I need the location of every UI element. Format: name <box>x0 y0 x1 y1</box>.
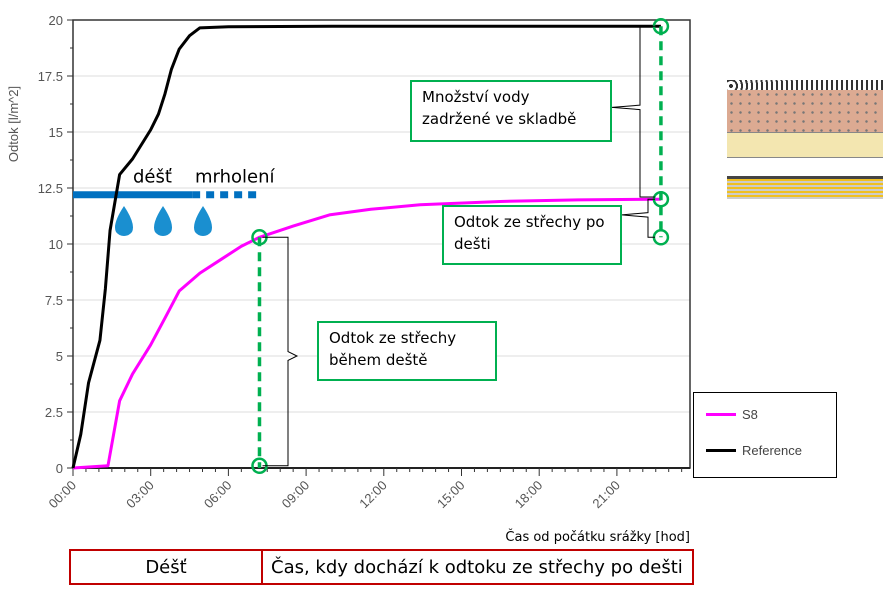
y-axis-label: Odtok [l/m^2] <box>6 86 21 162</box>
brace-retained <box>611 25 655 198</box>
x-tick-label: 00:00 <box>46 478 80 512</box>
x-tick-label: 03:00 <box>123 478 157 512</box>
raindrop-icon <box>115 206 133 236</box>
x-axis-label: Čas od počátku srážky [hod] <box>505 529 690 545</box>
series-line-s8 <box>72 197 661 470</box>
rain-period-label: Déšť <box>71 551 263 583</box>
drizzle-label: mrholení <box>195 167 276 188</box>
legend: S8 Reference <box>693 392 837 478</box>
roof-layers-illustration <box>727 80 883 199</box>
annotation-during-rain: Odtok ze střechy během deště <box>317 321 497 381</box>
x-tick-label: 09:00 <box>279 478 313 512</box>
legend-label: Reference <box>742 443 802 458</box>
x-tick-label: 21:00 <box>589 478 623 512</box>
y-tick-label: 20 <box>49 13 63 28</box>
brace-after-rain <box>621 198 655 238</box>
y-tick-label: 17.5 <box>38 69 63 84</box>
legend-label: S8 <box>742 407 758 422</box>
timeline-legend-bar: Déšť Čas, kdy dochází k odtoku ze střech… <box>69 549 694 585</box>
y-tick-label: 0 <box>56 461 63 476</box>
x-tick-label: 06:00 <box>201 478 235 512</box>
rain-label: déšť <box>133 167 172 188</box>
x-tick-label: 18:00 <box>512 478 546 512</box>
y-tick-label: 15 <box>49 125 63 140</box>
raindrop-icon <box>154 206 172 236</box>
y-tick-label: 10 <box>49 237 63 252</box>
x-tick-label: 12:00 <box>356 478 390 512</box>
series-line-reference <box>71 24 661 469</box>
y-tick-label: 7.5 <box>45 293 63 308</box>
y-tick-label: 2.5 <box>45 405 63 420</box>
legend-item-reference: Reference <box>706 443 802 458</box>
brace-during-rain <box>262 236 299 467</box>
raindrop-icon <box>194 206 212 236</box>
y-tick-label: 12.5 <box>38 181 63 196</box>
annotation-after-rain: Odtok ze střechy po dešti <box>442 205 622 265</box>
annotation-retained: Množství vody zadržené ve skladbě <box>410 80 612 142</box>
after-rain-period-label: Čas, kdy dochází k odtoku ze střechy po … <box>271 556 683 578</box>
x-tick-label: 15:00 <box>434 478 468 512</box>
y-tick-label: 5 <box>56 349 63 364</box>
legend-item-s8: S8 <box>706 407 758 422</box>
